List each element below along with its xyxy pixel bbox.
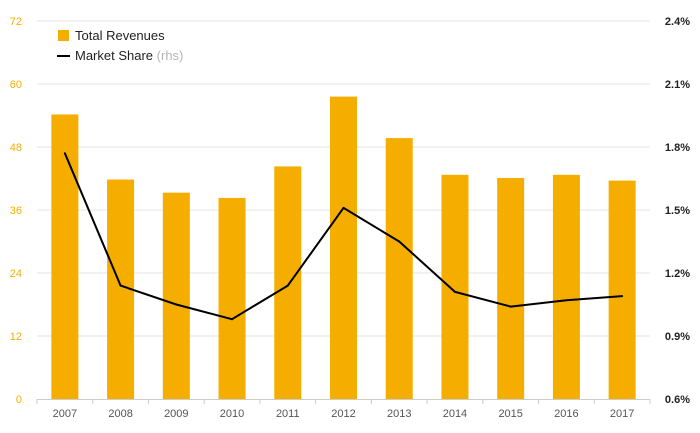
y-right-tick-label: 2.1% xyxy=(665,79,690,91)
y-left-tick-label: 48 xyxy=(10,142,22,154)
y-right-tick-label: 2.4% xyxy=(665,16,690,28)
market-share-line-group xyxy=(63,152,624,321)
market-share-point xyxy=(342,206,345,209)
revenue-bar xyxy=(330,96,357,399)
revenue-bar xyxy=(441,174,469,399)
revenue-bar xyxy=(608,180,636,399)
revenue-bar xyxy=(274,166,302,399)
axes: 0 0.6% 12 0.9% 24 1.2% 36 1.5% 48 1.8% 60 2.1% 72 2.4… xyxy=(10,16,690,420)
legend-label-market-share: Market Share (rhs) xyxy=(75,48,183,63)
y-right-tick-label: 1.8% xyxy=(665,142,690,154)
revenue-bar xyxy=(51,114,79,399)
x-tick-label: 2011 xyxy=(276,408,300,420)
legend-label-market-share-suffix: (rhs) xyxy=(157,48,184,63)
market-share-point xyxy=(621,295,624,298)
x-tick-label: 2010 xyxy=(220,408,244,420)
market-share-point xyxy=(453,290,456,293)
market-share-point xyxy=(509,305,512,308)
y-right-tick-label: 0.9% xyxy=(665,331,690,343)
y-right-tick-label: 1.5% xyxy=(665,205,690,217)
revenue-bar xyxy=(552,174,580,399)
y-left-tick-label: 72 xyxy=(10,16,22,28)
y-left-tick-label: 0 xyxy=(16,394,22,406)
x-tick-label: 2008 xyxy=(108,408,132,420)
market-share-point xyxy=(175,303,178,306)
market-share-point xyxy=(565,299,568,302)
revenue-bar xyxy=(162,192,190,399)
market-share-point xyxy=(231,318,234,321)
x-tick-label: 2017 xyxy=(610,408,634,420)
x-tick-label: 2007 xyxy=(53,408,77,420)
market-share-point xyxy=(398,240,401,243)
y-left-tick-label: 24 xyxy=(10,268,22,280)
revenue-bar xyxy=(385,138,413,399)
legend-swatch-total-revenues xyxy=(58,30,69,41)
market-share-point xyxy=(63,152,66,155)
y-right-tick-label: 1.2% xyxy=(665,268,690,280)
x-tick-label: 2009 xyxy=(164,408,188,420)
legend-label-total-revenues: Total Revenues xyxy=(75,28,165,43)
x-tick-label: 2014 xyxy=(443,408,467,420)
y-right-tick-label: 0.6% xyxy=(665,394,690,406)
market-share-point xyxy=(119,284,122,287)
revenue-bars xyxy=(51,96,636,399)
x-tick-label: 2015 xyxy=(498,408,522,420)
y-left-tick-label: 12 xyxy=(10,331,22,343)
revenue-bar xyxy=(497,177,525,399)
y-left-tick-label: 60 xyxy=(10,79,22,91)
x-tick-label: 2013 xyxy=(387,408,411,420)
x-tick-label: 2012 xyxy=(331,408,355,420)
x-tick-label: 2016 xyxy=(554,408,578,420)
y-left-tick-label: 36 xyxy=(10,205,22,217)
revenue-bar xyxy=(218,197,246,399)
market-share-point xyxy=(286,284,289,287)
legend-label-market-share-name: Market Share xyxy=(75,48,153,63)
legend: Total Revenues Market Share (rhs) xyxy=(57,28,183,63)
